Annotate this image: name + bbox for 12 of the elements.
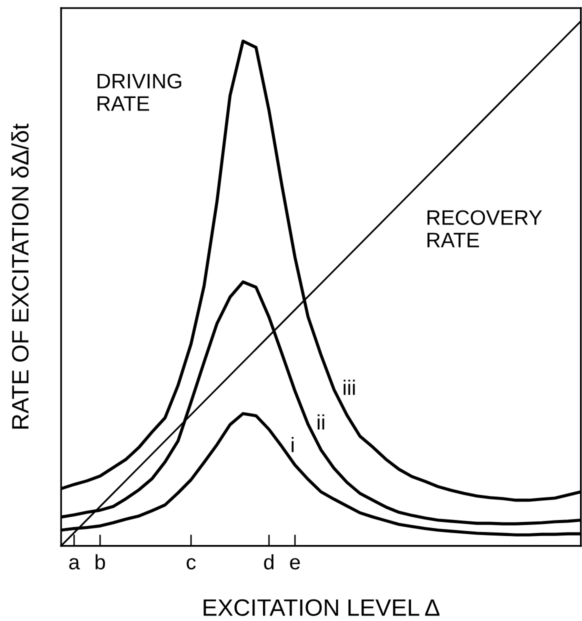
series-label: RECOVERY RATE [428,210,542,248]
x-tick-label: d [264,554,274,570]
x-tick-label: a [69,558,80,570]
x-tick-label: e [290,558,300,570]
x-tick-label: b [96,554,106,570]
x-axis-title: EXCITATION LEVEL Δ [204,599,440,616]
series-label: ii [318,414,324,430]
series-label: i [292,436,294,452]
annotation: DRIVING RATE [98,74,182,111]
x-tick-label: c [186,558,196,570]
series-label: iii [344,380,355,395]
y-axis-title: RATE OF EXCITATION δΔ/δt [11,124,29,429]
